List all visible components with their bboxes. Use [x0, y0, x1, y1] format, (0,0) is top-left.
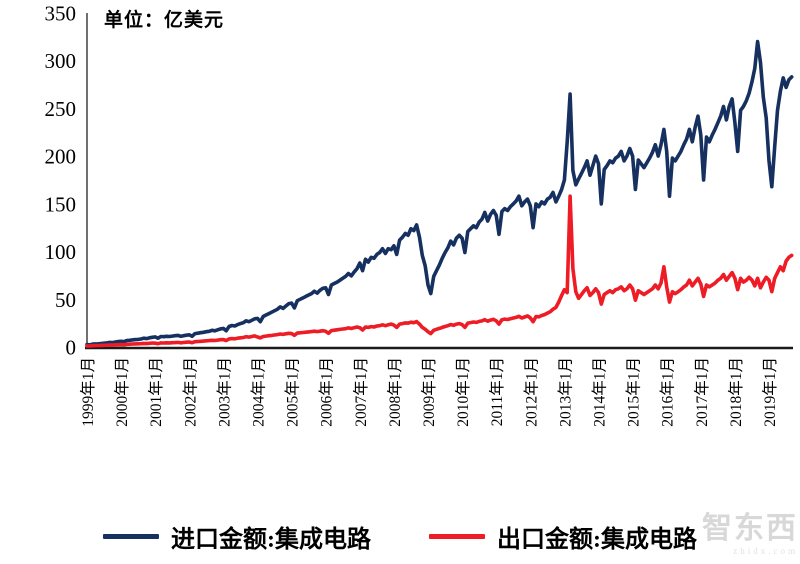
export-legend-label: 出口金额:集成电路: [497, 527, 697, 553]
x-tick-label: 2002年1月: [181, 357, 199, 427]
export-line-swatch: [429, 534, 485, 539]
x-tick-label: 2014年1月: [591, 357, 609, 427]
import-line-swatch: [103, 534, 159, 539]
x-tick-label: 1999年1月: [79, 357, 97, 427]
x-tick-label: 2003年1月: [215, 357, 233, 427]
y-tick-label: 0: [66, 336, 77, 360]
y-tick-label: 200: [45, 145, 77, 169]
import-series-line: [85, 39, 794, 347]
x-tick-label: 2019年1月: [761, 357, 779, 427]
x-tick-label: 2006年1月: [318, 357, 336, 427]
y-tick-label: 300: [45, 49, 77, 73]
x-tick-label: 2017年1月: [693, 357, 711, 427]
x-tick-label: 2016年1月: [659, 357, 677, 427]
x-tick-label: 2010年1月: [454, 357, 472, 427]
x-tick-label: 2007年1月: [352, 357, 370, 427]
export-series-line: [85, 194, 794, 348]
x-tick-label: 2013年1月: [556, 357, 574, 427]
x-tick-label: 2004年1月: [250, 357, 268, 427]
import-legend-label: 进口金额:集成电路: [171, 527, 371, 553]
chart-legend: 进口金额:集成电路 出口金额:集成电路: [0, 519, 800, 554]
x-tick-label: 2000年1月: [113, 357, 131, 427]
x-tick-label: 2001年1月: [147, 357, 165, 427]
y-tick-label: 150: [45, 192, 77, 216]
x-tick-label: 2018年1月: [727, 357, 745, 427]
y-tick-label: 250: [45, 97, 77, 121]
y-tick-label: 50: [55, 288, 76, 312]
x-tick-label: 2009年1月: [420, 357, 438, 427]
legend-item-import: 进口金额:集成电路: [103, 519, 371, 554]
line-chart-svg: 0 50 100 150 200 250 300 350 1999年1月 2000年1月 2001年…: [45, 2, 794, 427]
x-tick-label: 2005年1月: [284, 357, 302, 427]
legend-item-export: 出口金额:集成电路: [429, 519, 697, 554]
x-tick-label: 2008年1月: [386, 357, 404, 427]
unit-label: 单位：亿美元: [104, 10, 225, 31]
x-tick-label: 2012年1月: [522, 357, 540, 427]
y-tick-label: 100: [45, 240, 77, 264]
y-tick-label: 350: [45, 2, 77, 26]
x-tick-label: 2015年1月: [625, 357, 643, 427]
x-tick-label: 2011年1月: [488, 357, 506, 426]
